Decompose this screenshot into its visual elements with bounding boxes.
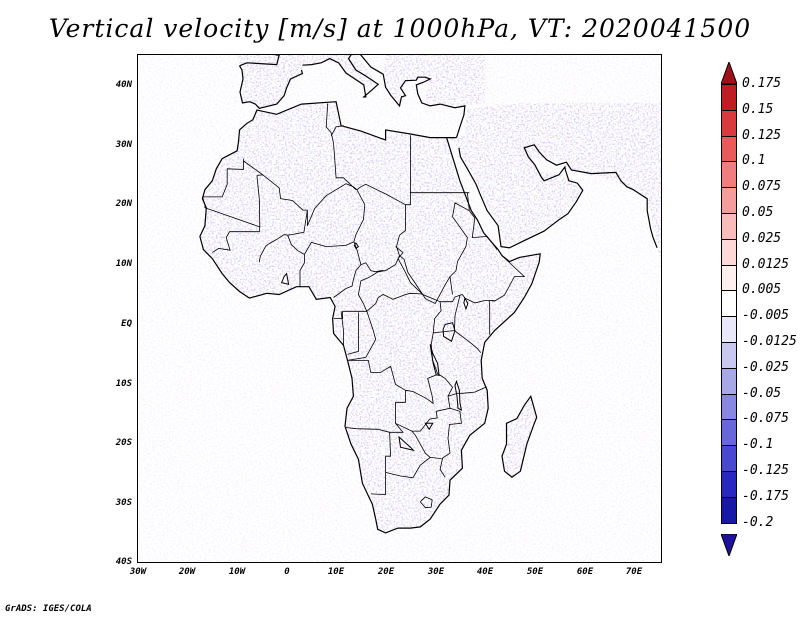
lakes-outline — [280, 242, 469, 452]
colorbar-label: -0.05 — [742, 385, 782, 401]
colorbar-swatch — [721, 238, 737, 266]
colorbar-label: 0.05 — [742, 205, 774, 220]
colorbar-label: -0.175 — [742, 488, 789, 504]
lon-label-70e: 70E — [625, 567, 643, 577]
lat-label-10s: 10S — [115, 379, 132, 389]
colorbar-swatch — [721, 367, 737, 395]
madagascar-coastline — [501, 394, 538, 478]
colorbar-label: 0.1 — [742, 153, 766, 169]
colorbar-swatch — [721, 187, 737, 214]
colorbar-swatch — [721, 316, 737, 343]
lon-label-10w: 10W — [228, 567, 246, 577]
colorbar-swatch — [721, 342, 737, 369]
lat-label-20s: 20S — [115, 438, 132, 448]
lat-label-30s: 30S — [115, 498, 132, 508]
chart-title: Vertical velocity [m/s] at 1000hPa, VT: … — [48, 14, 752, 43]
lat-label-eq: EQ — [121, 319, 132, 329]
colorbar-swatch — [721, 264, 737, 292]
colorbar-swatch — [721, 213, 737, 240]
colorbar-swatch — [721, 84, 737, 111]
lon-label-30w: 30W — [129, 567, 147, 577]
lon-label-10e: 10E — [327, 567, 345, 577]
colorbar-label: -0.075 — [742, 411, 789, 427]
colorbar-label: 0.15 — [742, 101, 774, 117]
lat-label-30n: 30N — [115, 140, 132, 150]
colorbar-swatch — [721, 135, 737, 163]
colorbar-label: 0.075 — [742, 179, 782, 195]
colorbar-swatch — [721, 290, 737, 318]
lat-label-20n: 20N — [115, 199, 132, 209]
country-borders — [202, 103, 526, 509]
colorbar-label: -0.1 — [742, 437, 774, 453]
colorbar-label: 0.0125 — [742, 256, 789, 272]
colorbar-label: 0.025 — [742, 230, 782, 246]
lon-label-0: 0 — [284, 567, 290, 577]
africa-coastline — [199, 101, 541, 534]
colorbar-top-arrow — [721, 62, 737, 84]
colorbar-label: 0.005 — [742, 282, 782, 298]
lon-label-60e: 60E — [576, 567, 594, 577]
colorbar-swatch — [721, 393, 737, 421]
colorbar-swatch — [721, 161, 737, 189]
colorbar-label: 0.175 — [742, 76, 782, 91]
colorbar-swatch — [721, 109, 737, 137]
europe-coastline — [238, 55, 466, 138]
lat-label-40s: 40S — [115, 557, 132, 567]
lon-label-20w: 20W — [178, 567, 196, 577]
colorbar-label: -0.005 — [742, 308, 789, 324]
colorbar-label: -0.125 — [742, 463, 789, 478]
lon-label-40e: 40E — [476, 567, 494, 577]
lon-label-30e: 30E — [427, 567, 445, 577]
map-panel — [137, 54, 662, 563]
arabia-asia-coastline — [446, 137, 658, 249]
map-canvas — [138, 55, 661, 562]
colorbar-swatch — [721, 496, 737, 524]
lon-label-50e: 50E — [526, 567, 544, 577]
colorbar-swatch — [721, 471, 737, 498]
colorbar-label: -0.0125 — [742, 334, 797, 349]
colorbar-bottom-arrow — [721, 534, 737, 556]
colorbar-label: -0.025 — [742, 359, 789, 375]
colorbar-swatch — [721, 419, 737, 447]
lat-label-10n: 10N — [115, 259, 132, 269]
credit-text: GrADS: IGES/COLA — [5, 604, 92, 614]
lon-label-20e: 20E — [377, 567, 395, 577]
colorbar-swatch — [721, 445, 737, 472]
colorbar-label: 0.125 — [742, 127, 782, 143]
lat-label-40n: 40N — [115, 80, 132, 90]
colorbar-label: -0.2 — [742, 514, 774, 530]
